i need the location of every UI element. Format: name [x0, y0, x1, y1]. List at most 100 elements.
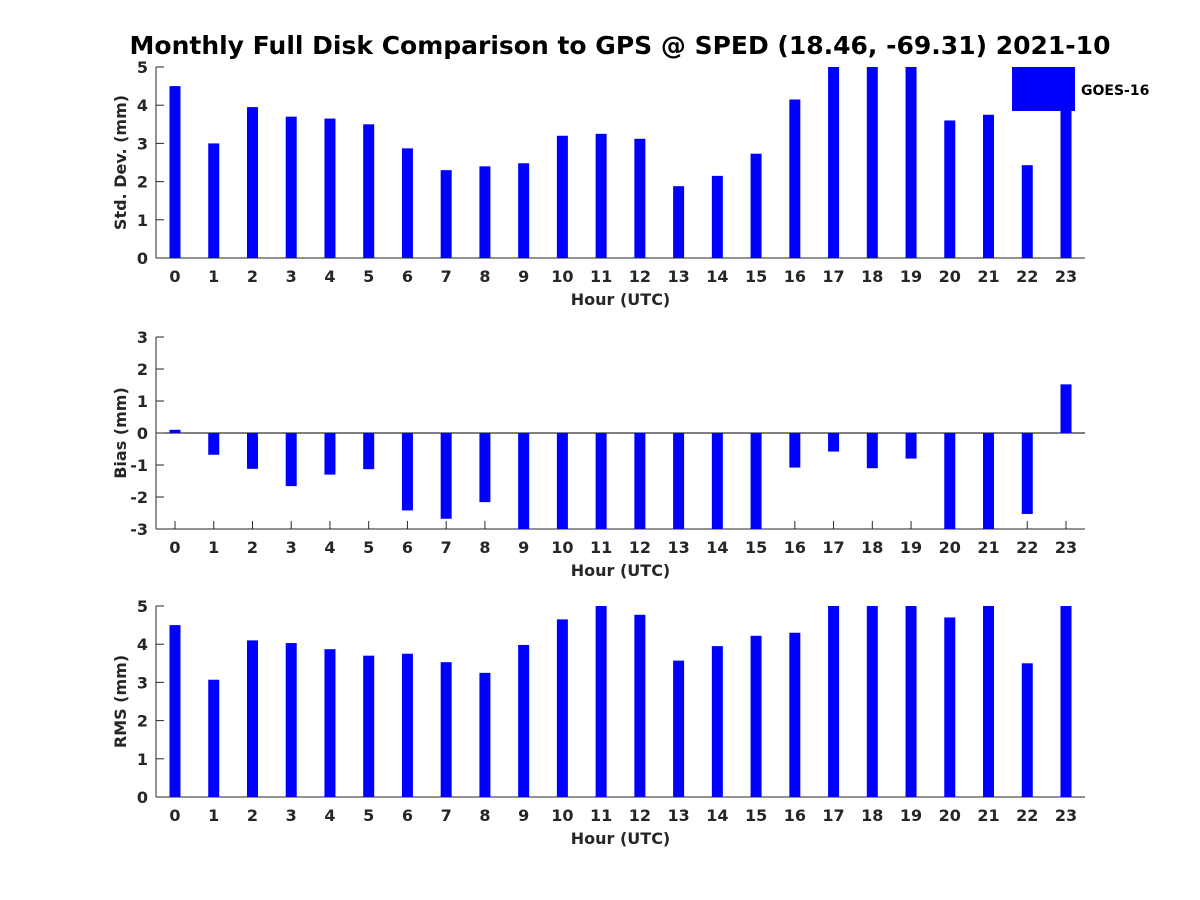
rms-xtick-label: 12 — [629, 806, 651, 825]
rms-xtick-label: 10 — [551, 806, 573, 825]
bias-bar — [1060, 384, 1072, 433]
std-ytick-label: 0 — [137, 249, 148, 268]
rms-xtick-label: 14 — [706, 806, 728, 825]
std-bar — [711, 175, 723, 258]
bias-bar — [750, 433, 762, 529]
bias-xtick-label: 6 — [402, 538, 413, 557]
bias-xtick-label: 5 — [363, 538, 374, 557]
rms-bar — [518, 644, 530, 797]
std-bar — [285, 116, 297, 258]
bias-ytick-label: 0 — [137, 424, 148, 443]
rms-bar — [169, 625, 181, 797]
rms-bar — [479, 672, 491, 797]
bias-bar — [169, 429, 181, 433]
rms-xtick-label: 17 — [822, 806, 844, 825]
bias-xtick-label: 9 — [518, 538, 529, 557]
std-xtick-label: 11 — [590, 267, 612, 286]
bias-bar — [246, 433, 258, 469]
std-bar — [828, 67, 840, 258]
rms-bar — [324, 649, 336, 797]
bias-bar — [866, 433, 878, 469]
bias-ytick-label: 2 — [137, 360, 148, 379]
rms-xtick-label: 9 — [518, 806, 529, 825]
bias-xtick-label: 13 — [667, 538, 689, 557]
std-bar — [944, 120, 956, 258]
bias-xtick-label: 0 — [169, 538, 180, 557]
rms-bar — [634, 614, 646, 797]
std-xtick-label: 12 — [629, 267, 651, 286]
std-ytick-label: 3 — [137, 134, 148, 153]
rms-xtick-label: 22 — [1016, 806, 1038, 825]
rms-xtick-label: 2 — [247, 806, 258, 825]
rms-xtick-label: 18 — [861, 806, 883, 825]
std-bar — [208, 143, 220, 258]
std-xtick-label: 21 — [977, 267, 999, 286]
rms-xtick-label: 3 — [286, 806, 297, 825]
rms-xtick-label: 13 — [667, 806, 689, 825]
bias-bar — [673, 433, 685, 529]
std-xtick-label: 9 — [518, 267, 529, 286]
std-ytick-label: 1 — [137, 211, 148, 230]
std-xtick-label: 1 — [208, 267, 219, 286]
rms-bar — [711, 646, 723, 797]
bias-xtick-label: 23 — [1055, 538, 1077, 557]
bias-bar — [208, 433, 220, 455]
std-xtick-label: 13 — [667, 267, 689, 286]
std-xtick-label: 22 — [1016, 267, 1038, 286]
std-bar — [363, 124, 375, 258]
rms-xtick-label: 21 — [977, 806, 999, 825]
std-bar — [634, 138, 646, 258]
std-xlabel: Hour (UTC) — [571, 290, 671, 309]
rms-xtick-label: 23 — [1055, 806, 1077, 825]
bias-xtick-label: 18 — [861, 538, 883, 557]
bias-xtick-label: 12 — [629, 538, 651, 557]
bias-bar — [711, 433, 723, 529]
rms-bar — [866, 606, 878, 797]
rms-bar — [440, 662, 452, 797]
std-bar — [324, 118, 336, 258]
rms-xtick-label: 20 — [939, 806, 961, 825]
rms-xtick-label: 0 — [169, 806, 180, 825]
rms-xtick-label: 19 — [900, 806, 922, 825]
bias-ytick-label: 3 — [137, 328, 148, 347]
rms-bar — [246, 640, 258, 797]
bias-bar — [1021, 433, 1033, 514]
std-xtick-label: 14 — [706, 267, 728, 286]
std-xtick-label: 5 — [363, 267, 374, 286]
rms-bar — [285, 643, 297, 797]
bias-xlabel: Hour (UTC) — [571, 561, 671, 580]
rms-bar — [595, 606, 607, 797]
std-bar — [556, 135, 568, 258]
std-ylabel: Std. Dev. (mm) — [111, 95, 130, 230]
rms-bar — [401, 653, 413, 797]
std-bar — [518, 163, 530, 258]
bias-xtick-label: 2 — [247, 538, 258, 557]
bias-bar — [828, 433, 840, 452]
std-xtick-label: 7 — [441, 267, 452, 286]
std-xtick-label: 17 — [822, 267, 844, 286]
bias-bar — [440, 433, 452, 519]
std-bar — [246, 107, 258, 258]
rms-xtick-label: 11 — [590, 806, 612, 825]
bias-xtick-label: 22 — [1016, 538, 1038, 557]
bias-xtick-label: 8 — [479, 538, 490, 557]
bias-bar — [401, 433, 413, 511]
bias-bar — [285, 433, 297, 487]
bias-ytick-label: -3 — [130, 520, 148, 539]
rms-xlabel: Hour (UTC) — [571, 829, 671, 848]
std-xtick-label: 4 — [324, 267, 335, 286]
std-xtick-label: 18 — [861, 267, 883, 286]
std-xtick-label: 15 — [745, 267, 767, 286]
bias-ytick-label: 1 — [137, 392, 148, 411]
rms-xtick-label: 1 — [208, 806, 219, 825]
rms-bar — [363, 655, 375, 797]
bias-bar — [518, 433, 530, 529]
bias-xtick-label: 15 — [745, 538, 767, 557]
std-xtick-label: 2 — [247, 267, 258, 286]
bias-xtick-label: 17 — [822, 538, 844, 557]
std-xtick-label: 8 — [479, 267, 490, 286]
rms-bar — [1021, 663, 1033, 797]
bias-bar — [363, 433, 375, 470]
